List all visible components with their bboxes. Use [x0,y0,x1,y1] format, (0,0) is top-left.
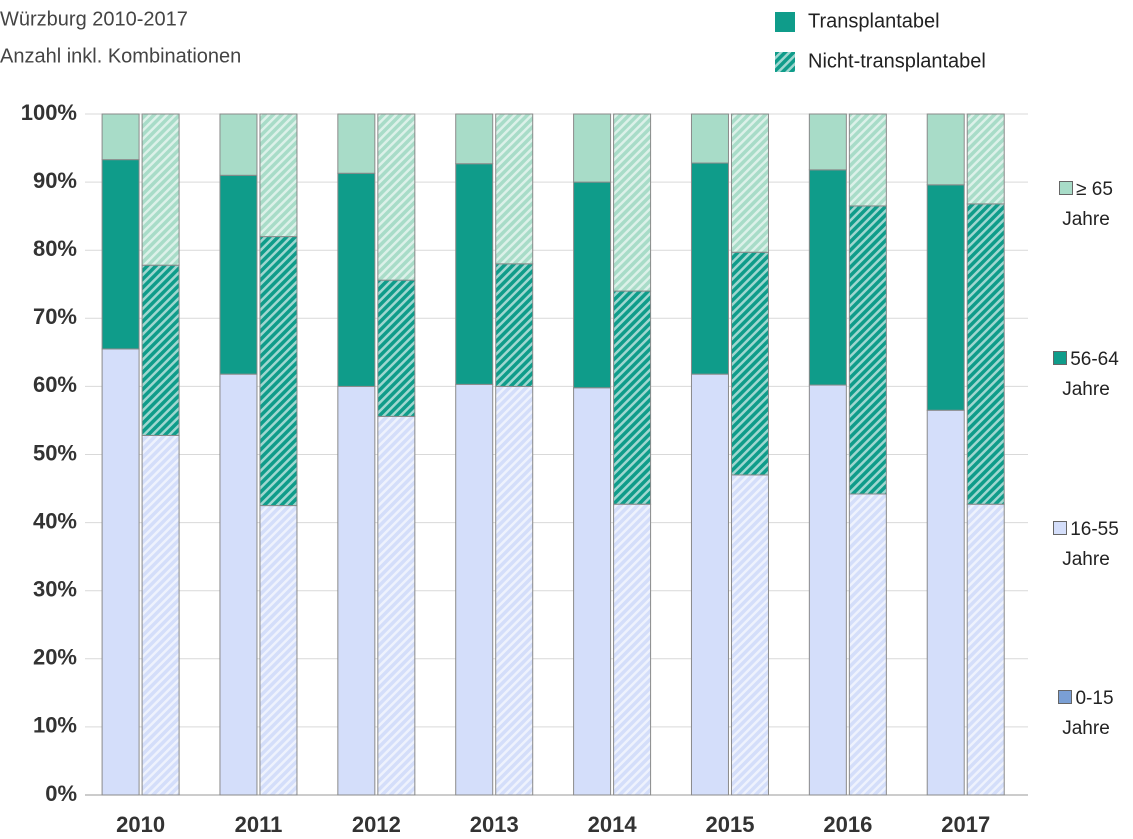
legend-item: 16-55 Jahre [1042,515,1130,575]
x-tick-label: 2016 [823,812,872,837]
bar-segment [455,383,494,796]
legend-swatch [1053,521,1068,535]
bar-segment [495,385,534,796]
bar-segment [613,290,652,505]
bar-segment [219,373,258,796]
y-tick-label: 80% [33,236,77,261]
bar-segment [690,373,729,796]
y-tick-label: 30% [33,577,77,602]
bar-segment [337,113,376,174]
bar-segment [966,113,1005,205]
bar-segment [141,434,180,796]
bar-segment [926,113,965,186]
bar-segment [730,251,769,476]
bar-segment [495,113,534,265]
legend-item: ≥ 65 Jahre [1042,175,1130,235]
y-tick-label: 10% [33,713,77,738]
y-tick-label: 90% [33,168,77,193]
bar-segment [730,113,769,253]
bar-segment [690,162,729,375]
legend-item: 0-15 Jahre [1042,684,1130,744]
legend-label: ≥ 65 Jahre [1062,179,1113,230]
bar-segment [808,384,847,796]
x-tick-label: 2011 [235,812,283,837]
y-tick-label: 0% [45,781,77,806]
y-tick-label: 40% [33,508,77,533]
bar-segment [259,236,298,507]
x-tick-label: 2013 [470,812,519,837]
legend-label: Nicht-transplantabel [808,50,986,72]
bar-segment [613,113,652,292]
bar-segment [141,113,180,266]
bar-segment [808,113,847,171]
x-tick-label: 2012 [352,812,401,837]
bar-segment [337,172,376,387]
bar-segment [219,174,258,375]
bar-segment [455,113,494,165]
y-tick-label: 60% [33,372,77,397]
bar-segment [690,113,729,164]
x-tick-label: 2015 [705,812,754,837]
bar-segment [377,415,416,796]
bar-segment [101,159,140,350]
legend-swatch [1059,181,1074,195]
bar-segment [573,387,612,796]
x-tick-label: 2010 [116,812,165,837]
note: Anzahl inkl. Kombinationen [0,45,241,67]
bar-segment [848,205,887,495]
bar-segment [613,503,652,796]
bar-segment [219,113,258,176]
x-tick-label: 2017 [941,812,990,837]
bar-segment [455,163,494,385]
x-tick-label: 2014 [588,812,638,837]
y-tick-label: 50% [33,440,77,465]
y-tick-label: 100% [21,100,77,125]
bar-segment [573,181,612,389]
bar-segment [259,505,298,796]
bar-segment [730,474,769,796]
bar-segment [337,385,376,796]
bar-segment [377,113,416,281]
bar-segment [808,169,847,386]
legend-swatch [1058,690,1073,704]
subtitle: Würzburg 2010-2017 [0,8,188,30]
bar-segment [848,113,887,207]
legend-label: 56-64 Jahre [1062,349,1119,400]
bar-segment [926,409,965,796]
bar-segment [926,184,965,411]
legend-swatch [775,12,795,32]
bar-segment [573,113,612,183]
legend-swatch [775,52,795,72]
bar-segment [101,113,140,161]
legend-label: Transplantabel [808,10,940,32]
bar-segment [966,203,1005,505]
legend-label: 16-55 Jahre [1062,519,1119,570]
bar-segment [495,263,534,387]
legend-label: 0-15 Jahre [1062,688,1114,739]
legend-swatch [1053,351,1068,365]
bar-segment [377,279,416,417]
y-tick-label: 20% [33,645,77,670]
bar-segment [141,264,180,436]
bar-segment [259,113,298,238]
legend-item: 56-64 Jahre [1042,345,1130,405]
y-tick-label: 70% [33,304,77,329]
bar-segment [101,348,140,796]
bar-segment [848,493,887,796]
bar-segment [966,503,1005,796]
